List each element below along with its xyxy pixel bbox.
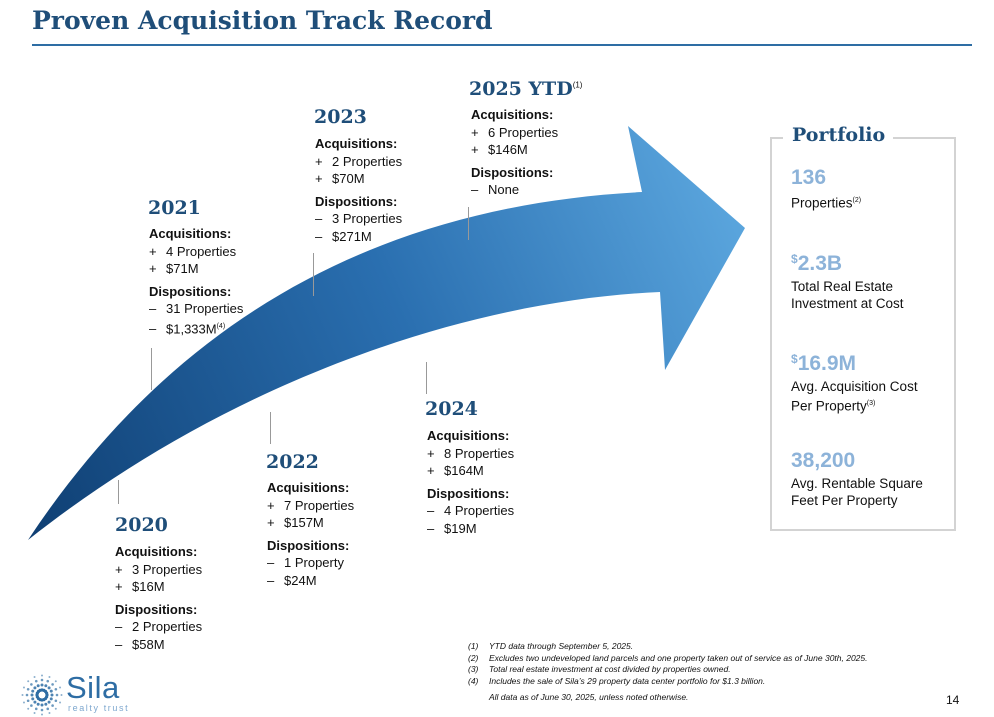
footnote-ref: (1) <box>572 80 583 90</box>
year-2020: 2020 <box>115 514 168 536</box>
footnotes: (1) YTD data through September 5, 2025. (… <box>468 641 868 704</box>
stat-value: 38,200 <box>791 449 856 472</box>
connector-2022 <box>270 412 272 444</box>
logo-tagline: realty trust <box>68 703 130 713</box>
acquisitions-heading: Acquisitions: <box>315 136 398 151</box>
connector-2021 <box>151 348 153 390</box>
portfolio-title: Portfolio <box>792 124 886 146</box>
connector-2025 <box>468 207 470 240</box>
disp-properties: 2 Properties <box>132 619 203 634</box>
acq-properties: 8 Properties <box>444 445 515 461</box>
disp-amount: $19M <box>444 520 477 536</box>
year-2021-details: Acquisitions: +4 Properties + $71M Dispos… <box>149 226 244 336</box>
stat-label: Total Real Estate Investment at Cost <box>791 279 904 311</box>
year-2021: 2021 <box>148 197 201 219</box>
year-2020-details: Acquisitions: +3 Properties + $16M Dispos… <box>115 544 203 652</box>
footnote-4: (4) Includes the sale of Sila’s 29 proper… <box>468 675 766 686</box>
disp-none: None <box>488 182 520 197</box>
stat-value: $16.9M <box>791 352 857 375</box>
sila-logo-icon <box>21 674 63 716</box>
disp-properties: 3 Properties <box>332 211 403 226</box>
dispositions-heading: Dispositions: <box>427 485 510 501</box>
stat-label: Avg. Acquisition Cost Per Property(3) <box>791 379 918 414</box>
disp-properties: 4 Properties <box>444 503 515 518</box>
page-number: 14 <box>946 693 960 707</box>
logo-wordmark: Sila <box>66 670 120 705</box>
year-2023-details: Acquisitions: +2 Properties + $70M Dispos… <box>315 136 403 244</box>
footnote-ref: (4) <box>216 322 226 330</box>
dispositions-heading: Dispositions: <box>315 193 398 209</box>
disp-properties: 1 Property <box>284 555 344 570</box>
dispositions-heading: Dispositions: <box>471 164 554 180</box>
data-as-of-note: All data as of June 30, 2025, unless not… <box>489 692 689 702</box>
disp-amount: $24M <box>284 572 317 588</box>
disp-amount: $1,333M <box>166 320 217 336</box>
connector-2023 <box>313 253 315 296</box>
year-2025-ytd: 2025 YTD(1) <box>469 78 583 100</box>
acquisitions-heading: Acquisitions: <box>471 107 554 122</box>
disp-properties: 31 Properties <box>166 301 244 316</box>
year-2022: 2022 <box>266 451 319 473</box>
dispositions-heading: Dispositions: <box>115 601 198 617</box>
acquisitions-heading: Acquisitions: <box>427 428 510 443</box>
connector-2020 <box>118 480 120 504</box>
acq-properties: 6 Properties <box>488 124 559 140</box>
acq-properties: 7 Properties <box>284 497 355 513</box>
acq-properties: 3 Properties <box>132 561 203 577</box>
year-2023: 2023 <box>314 106 367 128</box>
acquisitions-heading: Acquisitions: <box>149 226 232 241</box>
stat-value: 136 <box>791 166 827 189</box>
footnote-3: (3) Total real estate investment at cost … <box>468 664 731 674</box>
footnote-2: (2) Excludes two undeveloped land parcels… <box>468 652 868 663</box>
connector-2024 <box>426 362 428 394</box>
acq-properties: 2 Properties <box>332 153 403 169</box>
portfolio-panel <box>770 137 956 531</box>
stat-total-investment: $2.3B Total Real Estate Investment at Cos… <box>791 247 904 312</box>
acq-amount: $16M <box>132 579 165 594</box>
title-underline <box>32 44 972 46</box>
acquisitions-heading: Acquisitions: <box>267 480 350 495</box>
acq-amount: $157M <box>284 515 324 530</box>
acq-properties: 4 Properties <box>166 243 237 259</box>
acq-amount: $164M <box>444 463 484 478</box>
acq-amount: $146M <box>488 142 528 157</box>
dispositions-heading: Dispositions: <box>149 283 232 299</box>
stat-value: $2.3B <box>791 252 843 275</box>
year-2022-details: Acquisitions: +7 Properties + $157M Dispo… <box>267 480 355 588</box>
stat-label: Properties(2) <box>791 195 862 211</box>
acq-amount: $70M <box>332 171 365 186</box>
stat-properties: 136 Properties(2) <box>791 166 861 212</box>
stat-label: Avg. Rentable Square Feet Per Property <box>791 476 923 508</box>
acquisitions-heading: Acquisitions: <box>115 544 198 559</box>
stat-avg-rentable-sqft: 38,200 Avg. Rentable Square Feet Per Prop… <box>791 449 923 509</box>
year-2025-details: Acquisitions: +6 Properties + $146M Dispo… <box>471 107 559 197</box>
acq-amount: $71M <box>166 261 199 276</box>
page-title: Proven Acquisition Track Record <box>32 6 493 35</box>
year-2024-details: Acquisitions: +8 Properties + $164M Dispo… <box>427 428 515 536</box>
disp-amount: $58M <box>132 636 165 652</box>
disp-amount: $271M <box>332 228 372 244</box>
dispositions-heading: Dispositions: <box>267 537 350 553</box>
stat-avg-acquisition-cost: $16.9M Avg. Acquisition Cost Per Property… <box>791 347 918 415</box>
footnote-1: (1) YTD data through September 5, 2025. <box>468 641 634 651</box>
year-2024: 2024 <box>425 398 478 420</box>
